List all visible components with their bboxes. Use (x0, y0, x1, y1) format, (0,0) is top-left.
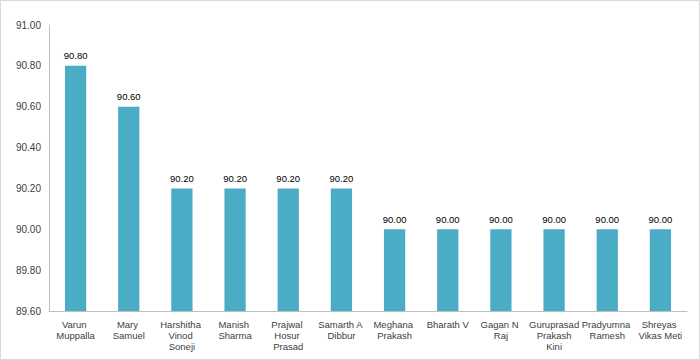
svg-text:Mary: Mary (117, 319, 141, 330)
svg-text:90.00: 90.00 (595, 214, 619, 225)
svg-text:Raj: Raj (494, 330, 508, 341)
svg-text:90.20: 90.20 (330, 173, 354, 184)
svg-text:Vinod: Vinod (169, 330, 196, 341)
svg-text:90.60: 90.60 (117, 91, 141, 102)
svg-text:89.60: 89.60 (16, 306, 41, 317)
svg-text:Prakash: Prakash (377, 330, 412, 341)
svg-text:Samarth A: Samarth A (318, 319, 364, 330)
svg-text:Manish: Manish (218, 319, 251, 330)
svg-text:Bharath V: Bharath V (427, 319, 470, 330)
svg-text:90.20: 90.20 (16, 183, 41, 194)
svg-text:90.80: 90.80 (16, 60, 41, 71)
svg-text:Guruprasad: Guruprasad (529, 319, 579, 330)
svg-text:Varun: Varun (62, 319, 89, 330)
svg-text:90.00: 90.00 (649, 214, 673, 225)
svg-text:Muppalla: Muppalla (56, 330, 95, 341)
svg-text:Pradyumna: Pradyumna (582, 319, 633, 330)
svg-text:Prakash: Prakash (534, 330, 574, 341)
svg-text:90.60: 90.60 (16, 101, 41, 112)
svg-text:Kini: Kini (546, 341, 562, 352)
svg-text:90.00: 90.00 (383, 214, 407, 225)
svg-text:90.40: 90.40 (16, 142, 41, 153)
svg-text:Meghana: Meghana (373, 319, 415, 330)
svg-text:90.80: 90.80 (64, 50, 88, 61)
svg-text:90.20: 90.20 (223, 173, 247, 184)
svg-text:Harshitha: Harshitha (160, 319, 203, 330)
svg-text:Prajwal: Prajwal (271, 319, 305, 330)
svg-text:Hosur: Hosur (274, 330, 302, 341)
svg-text:Shreyas: Shreyas (642, 319, 680, 330)
svg-text:89.80: 89.80 (16, 265, 41, 276)
svg-text:Vikas Meti: Vikas Meti (639, 330, 683, 341)
svg-text:90.00: 90.00 (436, 214, 460, 225)
svg-text:Prasad: Prasad (273, 341, 303, 352)
svg-text:Soneji: Soneji (169, 341, 195, 352)
svg-text:Dibbur: Dibbur (327, 330, 355, 341)
svg-text:Samuel: Samuel (113, 330, 145, 341)
svg-text:90.20: 90.20 (276, 173, 300, 184)
svg-text:91.00: 91.00 (16, 20, 41, 31)
svg-text:Gagan N: Gagan N (481, 319, 522, 330)
svg-text:90.00: 90.00 (489, 214, 513, 225)
svg-text:90.00: 90.00 (16, 224, 41, 235)
svg-text:90.20: 90.20 (170, 173, 194, 184)
svg-text:Ramesh: Ramesh (590, 330, 625, 341)
svg-text:Sharma: Sharma (218, 330, 252, 341)
svg-text:90.00: 90.00 (542, 214, 566, 225)
